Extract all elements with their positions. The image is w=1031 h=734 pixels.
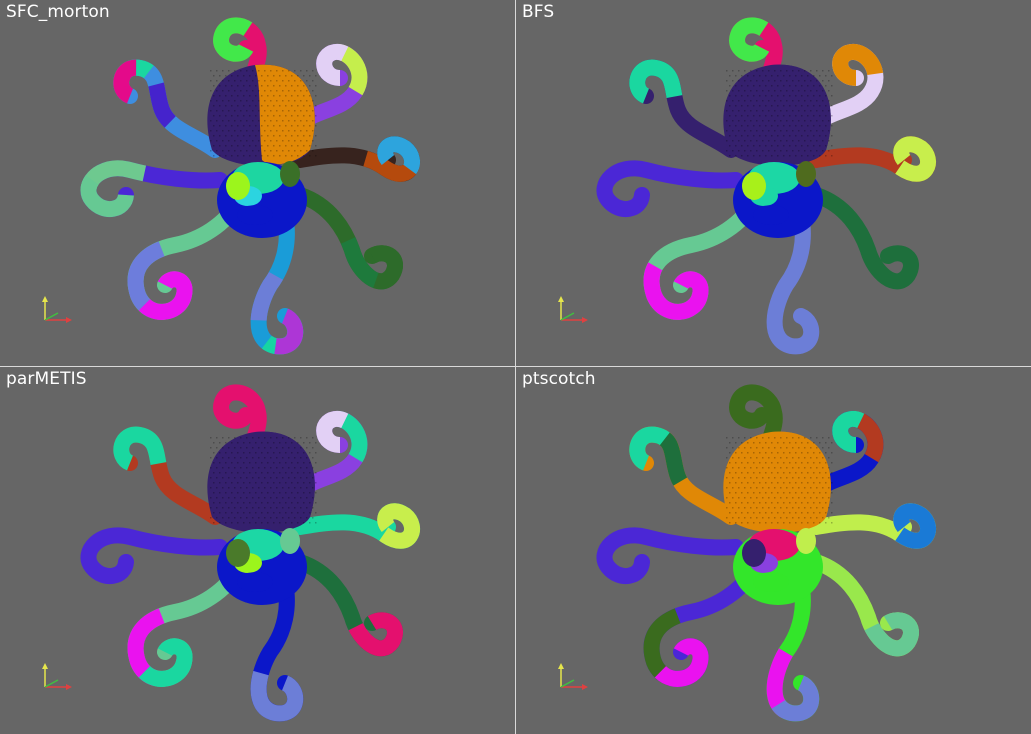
tentacle — [250, 207, 304, 355]
tentacle — [292, 187, 403, 290]
tentacle — [808, 187, 919, 290]
tentacle — [813, 410, 884, 495]
panel-title: SFC_morton — [6, 2, 110, 22]
vertical-divider — [515, 0, 516, 734]
panel-title: ptscotch — [522, 369, 596, 389]
octopus-render — [42, 17, 420, 355]
octopus-body — [733, 161, 823, 238]
octopus-body — [733, 528, 823, 605]
tentacle — [127, 559, 248, 687]
tentacle — [629, 426, 739, 525]
tentacle — [643, 192, 764, 320]
octopus-head — [723, 64, 833, 166]
panel-ptscotch: ptscotch — [516, 367, 1031, 734]
tentacle — [643, 559, 764, 687]
tentacle — [292, 136, 420, 182]
tentacle — [80, 527, 228, 584]
horizontal-divider — [0, 366, 1031, 367]
octopus-head — [207, 431, 317, 533]
tentacle — [297, 410, 368, 495]
panel-parmetis: parMETIS — [0, 367, 515, 734]
tentacle — [292, 554, 403, 657]
panel-title: parMETIS — [6, 369, 87, 389]
octopus-mesh — [596, 17, 936, 355]
octopus-mesh — [596, 384, 936, 722]
tentacle — [250, 574, 304, 722]
octopus-render — [558, 17, 936, 355]
panel-sfc-morton: SFC_morton — [0, 0, 515, 366]
octopus-render — [42, 384, 420, 722]
tentacle — [629, 59, 739, 158]
octopus-render — [558, 384, 936, 722]
tentacle — [808, 136, 936, 182]
tentacle — [596, 160, 744, 217]
tentacle — [596, 527, 744, 584]
tentacle — [292, 503, 420, 549]
panel-bfs: BFS — [516, 0, 1031, 366]
tentacle — [113, 426, 223, 525]
tentacle — [766, 574, 820, 722]
axes-orientation-icon — [558, 296, 588, 323]
tentacle — [766, 207, 820, 355]
octopus-head — [207, 64, 317, 166]
octopus-head — [723, 431, 833, 533]
tentacle — [80, 160, 228, 217]
panel-title: BFS — [522, 2, 555, 22]
tentacle — [113, 59, 223, 158]
octopus-body — [217, 528, 307, 605]
octopus-mesh — [80, 17, 420, 355]
axes-orientation-icon — [558, 663, 588, 690]
tentacle — [297, 43, 368, 128]
tentacle — [808, 554, 919, 657]
tentacle — [127, 192, 248, 320]
octopus-body — [217, 161, 307, 238]
tentacle — [808, 503, 936, 549]
octopus-mesh — [80, 384, 420, 722]
tentacle — [813, 43, 884, 128]
axes-orientation-icon — [42, 663, 72, 690]
axes-orientation-icon — [42, 296, 72, 323]
